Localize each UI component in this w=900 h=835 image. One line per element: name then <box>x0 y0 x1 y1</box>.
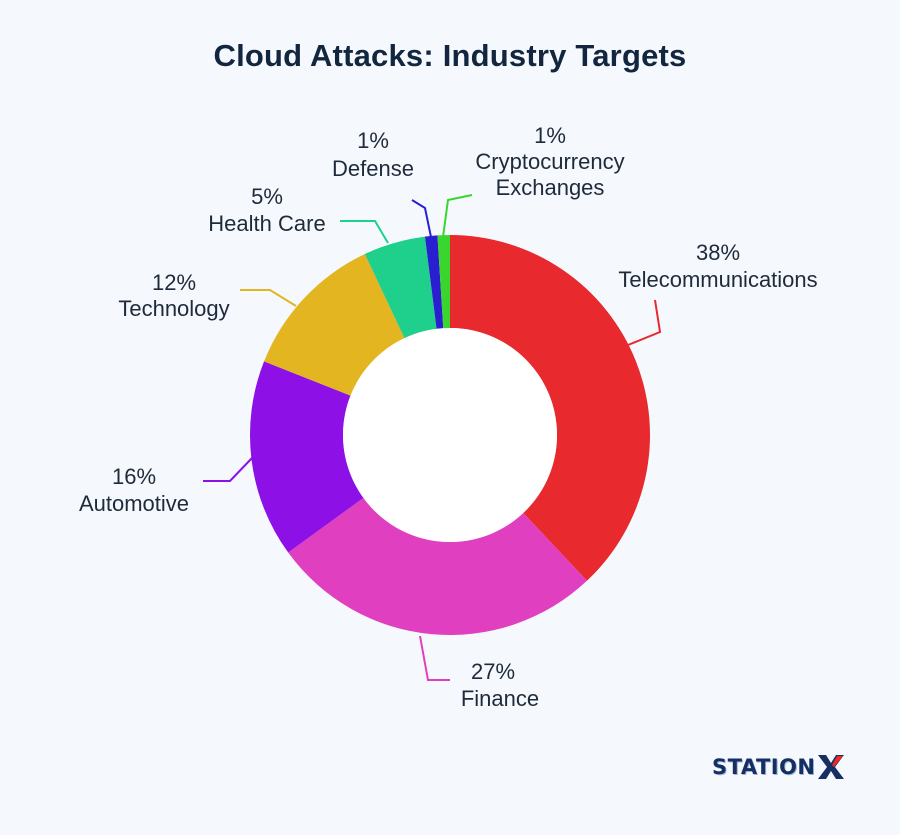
slice-health-care <box>364 236 437 339</box>
slice-category-label: Finance <box>461 686 539 711</box>
leader-line <box>203 457 253 482</box>
slice-category-label: Health Care <box>208 211 325 236</box>
leader-line <box>419 635 450 681</box>
logo-x-mark <box>817 755 844 779</box>
leader-lines <box>203 194 662 681</box>
leader-line <box>340 220 389 244</box>
slice-category-label: Telecommunications <box>618 267 817 292</box>
leader-line <box>411 199 432 238</box>
slice-technology <box>264 254 405 396</box>
slice-category-label: Exchanges <box>496 175 605 200</box>
slice-category-label: Cryptocurrency <box>475 149 624 174</box>
leader-line <box>442 194 473 238</box>
donut-slices <box>250 235 650 635</box>
slice-finance <box>288 497 587 635</box>
chart-title: Cloud Attacks: Industry Targets <box>213 38 687 73</box>
slice-labels: 38%Telecommunications 27%Finance 16%Automo… <box>79 123 818 711</box>
slice-telecommunications <box>450 235 650 581</box>
leader-line <box>627 299 662 346</box>
slice-category-label: Technology <box>118 296 229 321</box>
stationx-logo: STATION <box>712 754 845 780</box>
slice-category-label: Defense <box>332 156 414 181</box>
slice-value-label: 27% <box>471 659 515 684</box>
slice-defense <box>424 235 444 329</box>
slice-category-label: Automotive <box>79 491 189 516</box>
slice-automotive <box>250 361 364 553</box>
slice-value-label: 1% <box>357 128 389 153</box>
logo-text: STATION <box>712 755 816 779</box>
slice-value-label: 38% <box>696 240 740 265</box>
donut-hole <box>343 328 557 542</box>
slice-value-label: 5% <box>251 184 283 209</box>
leader-line <box>240 289 297 307</box>
slice-value-label: 12% <box>152 270 196 295</box>
slice-cryptocurrency-exchanges <box>437 235 450 329</box>
slice-value-label: 1% <box>534 123 566 148</box>
slice-value-label: 16% <box>112 464 156 489</box>
